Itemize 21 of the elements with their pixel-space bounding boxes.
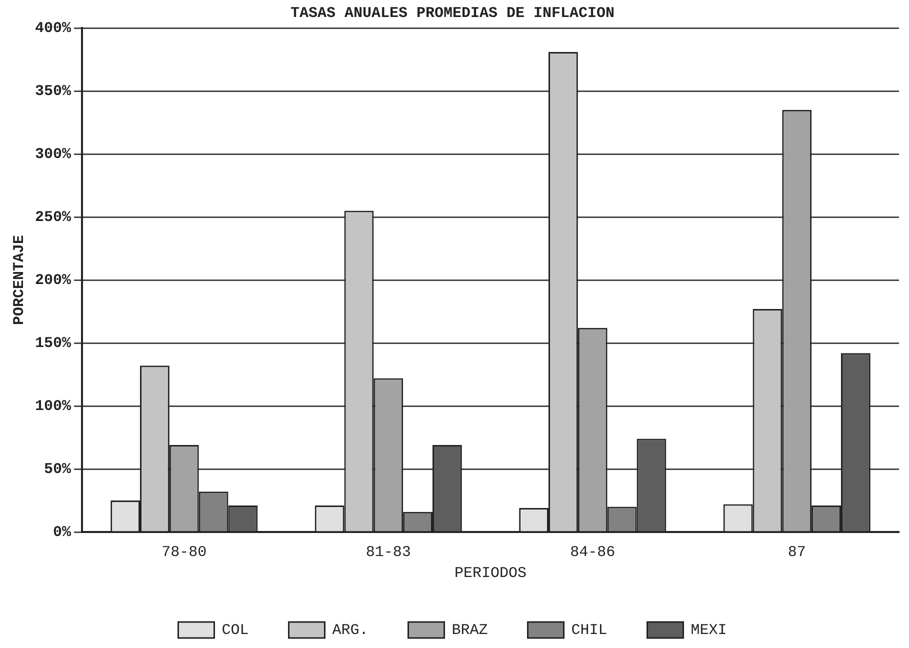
y-tick-label: 0% [52,524,72,541]
legend-label: BRAZ [452,622,488,639]
y-axis-title: PORCENTAJE [10,234,28,326]
legend-label: COL [222,622,249,639]
x-tick-label: 78-80 [162,544,207,561]
x-tick-label: 87 [788,544,806,561]
y-tick-label: 300% [34,146,72,163]
chart-title: TASAS ANUALES PROMEDIAS DE INFLACION [290,4,615,22]
x-axis-title: PERIODOS [454,564,527,582]
legend-label: ARG. [332,622,368,639]
y-tick-label: 50% [44,460,72,478]
y-tick-label: 350% [34,82,72,100]
y-tick-label: 200% [34,272,72,289]
legend-label: CHIL [571,622,608,639]
y-tick-label: 400% [34,20,72,37]
y-tick-label: 100% [34,398,72,415]
y-tick-label: 250% [34,208,72,226]
y-tick-label: 150% [34,334,72,352]
x-tick-label: 81-83 [366,544,411,561]
legend-label: MEXI [690,622,727,639]
x-tick-label: 84-86 [570,544,616,561]
